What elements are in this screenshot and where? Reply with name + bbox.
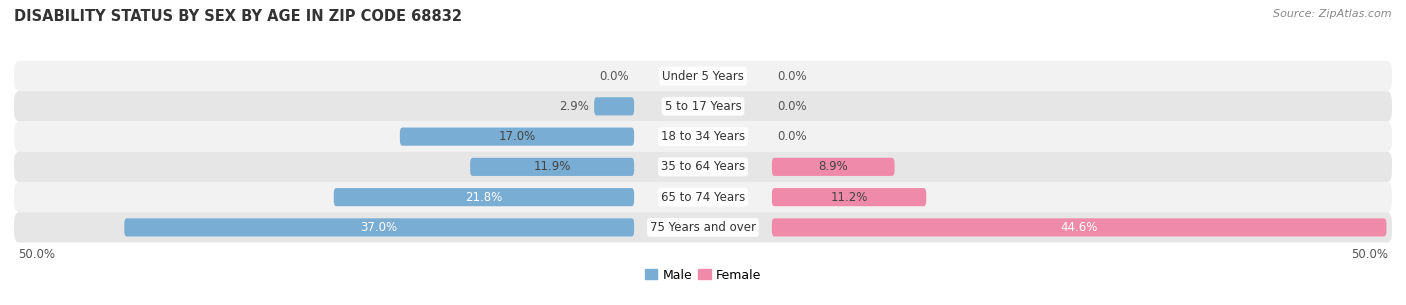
Text: Source: ZipAtlas.com: Source: ZipAtlas.com bbox=[1274, 9, 1392, 19]
Text: 0.0%: 0.0% bbox=[778, 130, 807, 143]
FancyBboxPatch shape bbox=[124, 218, 634, 236]
FancyBboxPatch shape bbox=[772, 188, 927, 206]
FancyBboxPatch shape bbox=[14, 61, 1392, 91]
Text: 44.6%: 44.6% bbox=[1060, 221, 1098, 234]
Text: 18 to 34 Years: 18 to 34 Years bbox=[661, 130, 745, 143]
Text: 50.0%: 50.0% bbox=[1351, 248, 1388, 261]
Text: 2.9%: 2.9% bbox=[558, 100, 589, 113]
Text: 0.0%: 0.0% bbox=[599, 70, 628, 83]
Text: 50.0%: 50.0% bbox=[18, 248, 55, 261]
FancyBboxPatch shape bbox=[14, 152, 1392, 182]
FancyBboxPatch shape bbox=[14, 91, 1392, 121]
FancyBboxPatch shape bbox=[14, 121, 1392, 152]
Text: 0.0%: 0.0% bbox=[778, 70, 807, 83]
Text: 17.0%: 17.0% bbox=[498, 130, 536, 143]
Text: 35 to 64 Years: 35 to 64 Years bbox=[661, 160, 745, 173]
Text: 37.0%: 37.0% bbox=[360, 221, 398, 234]
FancyBboxPatch shape bbox=[772, 158, 894, 176]
Legend: Male, Female: Male, Female bbox=[640, 264, 766, 287]
Text: DISABILITY STATUS BY SEX BY AGE IN ZIP CODE 68832: DISABILITY STATUS BY SEX BY AGE IN ZIP C… bbox=[14, 9, 463, 24]
FancyBboxPatch shape bbox=[333, 188, 634, 206]
FancyBboxPatch shape bbox=[14, 182, 1392, 212]
Text: 0.0%: 0.0% bbox=[778, 100, 807, 113]
FancyBboxPatch shape bbox=[772, 218, 1386, 236]
FancyBboxPatch shape bbox=[14, 212, 1392, 242]
FancyBboxPatch shape bbox=[595, 97, 634, 115]
Text: 5 to 17 Years: 5 to 17 Years bbox=[665, 100, 741, 113]
Text: 11.2%: 11.2% bbox=[831, 191, 868, 204]
Text: Under 5 Years: Under 5 Years bbox=[662, 70, 744, 83]
FancyBboxPatch shape bbox=[470, 158, 634, 176]
Text: 8.9%: 8.9% bbox=[818, 160, 848, 173]
Text: 21.8%: 21.8% bbox=[465, 191, 502, 204]
Text: 65 to 74 Years: 65 to 74 Years bbox=[661, 191, 745, 204]
FancyBboxPatch shape bbox=[399, 127, 634, 146]
Text: 75 Years and over: 75 Years and over bbox=[650, 221, 756, 234]
Text: 11.9%: 11.9% bbox=[533, 160, 571, 173]
